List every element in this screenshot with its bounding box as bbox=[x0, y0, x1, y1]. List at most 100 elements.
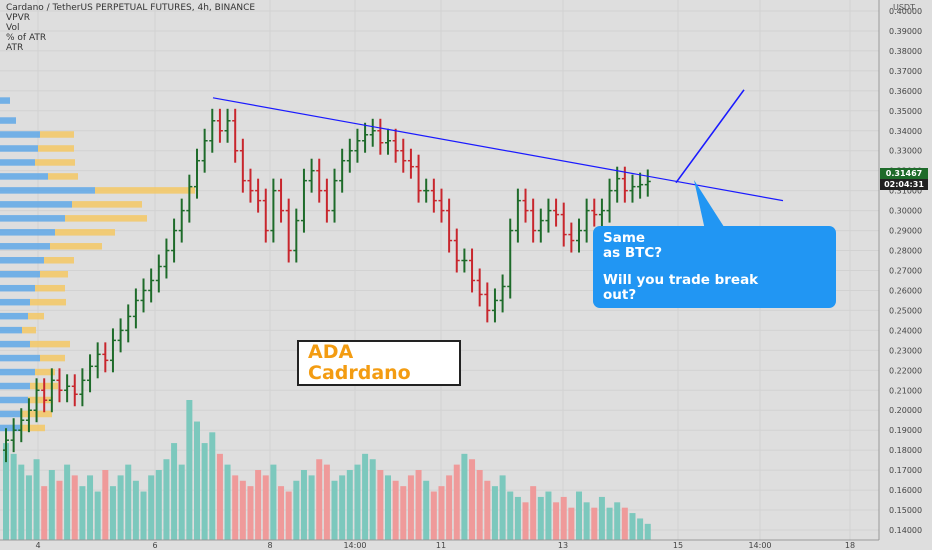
volume-bar bbox=[369, 459, 376, 540]
volume-profile-down bbox=[50, 243, 102, 250]
ohlc-bar bbox=[132, 288, 139, 329]
ohlc-bar bbox=[323, 178, 330, 223]
volume-profile-down bbox=[55, 229, 115, 236]
ohlc-bar bbox=[48, 368, 55, 413]
last-price-tag: 0.31467 bbox=[880, 168, 928, 179]
ohlc-bar bbox=[216, 108, 223, 143]
ohlc-bar bbox=[278, 178, 285, 223]
volume-profile-up bbox=[0, 284, 35, 292]
volume-bar bbox=[18, 464, 25, 540]
price-tick-label: 0.31000 bbox=[889, 187, 922, 196]
volume-profile-up bbox=[0, 410, 22, 418]
volume-bar bbox=[537, 496, 544, 540]
ohlc-bar bbox=[415, 154, 422, 203]
ohlc-bar bbox=[560, 202, 567, 247]
ohlc-bar bbox=[469, 248, 476, 293]
volume-profile-up bbox=[0, 257, 44, 264]
volume-bar bbox=[209, 432, 216, 540]
callout-line-3: Will you trade break bbox=[603, 272, 759, 288]
trendlines bbox=[212, 89, 784, 230]
volume-bar bbox=[453, 464, 460, 540]
volume-profile-up bbox=[0, 243, 50, 250]
volume-profile-down bbox=[28, 312, 44, 320]
price-tick-label: 0.16000 bbox=[889, 486, 922, 495]
ohlc-bar bbox=[476, 268, 483, 307]
indicator-pct-atr[interactable]: % of ATR bbox=[6, 33, 47, 43]
ohlc-bar bbox=[491, 288, 498, 323]
ohlc-bar bbox=[232, 108, 239, 163]
volume-bar bbox=[568, 507, 575, 540]
ohlc-bar bbox=[545, 198, 552, 233]
ohlc-bar bbox=[79, 368, 86, 407]
volume-bar bbox=[522, 502, 529, 540]
volume-profile-up bbox=[0, 173, 48, 180]
indicator-atr[interactable]: ATR bbox=[6, 43, 24, 53]
volume-bar bbox=[33, 459, 40, 540]
chart-header: Cardano / TetherUS PERPETUAL FUTURES, 4h… bbox=[6, 3, 255, 53]
ada-label-box: ADA Cadrdano bbox=[297, 340, 461, 386]
volume-profile-down bbox=[72, 201, 142, 208]
time-tick-label: 11 bbox=[436, 541, 446, 550]
time-tick-label: 8 bbox=[267, 541, 272, 550]
ohlc-bar bbox=[25, 398, 32, 433]
ohlc-bar bbox=[629, 174, 636, 203]
price-tick-label: 0.23000 bbox=[889, 346, 922, 355]
volume-bar bbox=[576, 491, 582, 540]
volume-bar bbox=[553, 502, 560, 540]
volume-bar bbox=[461, 453, 468, 540]
breakout-projection-line[interactable] bbox=[675, 89, 745, 184]
logo-line-2: Cadrdano bbox=[308, 362, 411, 384]
indicator-vol[interactable]: Vol bbox=[6, 23, 20, 33]
ohlc-bar bbox=[109, 328, 116, 373]
descending-trendline[interactable] bbox=[212, 97, 784, 202]
volume-bar bbox=[186, 400, 193, 540]
price-tick-label: 0.17000 bbox=[889, 466, 922, 475]
ohlc-bar bbox=[339, 148, 346, 193]
volume-bar bbox=[591, 507, 598, 540]
volume-bar bbox=[10, 453, 17, 540]
volume-bar bbox=[308, 475, 315, 540]
volume-bar bbox=[354, 464, 361, 540]
volume-profile-up bbox=[0, 117, 16, 124]
ohlc-bar bbox=[568, 222, 575, 253]
ohlc-bar bbox=[591, 198, 598, 227]
ohlc-bar bbox=[644, 169, 651, 197]
indicator-vpvr[interactable]: VPVR bbox=[6, 13, 30, 23]
volume-profile-down bbox=[44, 257, 74, 264]
volume-bar bbox=[239, 480, 246, 540]
volume-profile-up bbox=[0, 229, 55, 236]
ohlc-bar bbox=[33, 378, 40, 423]
time-tick-label: 18 bbox=[845, 541, 855, 550]
volume-bar bbox=[637, 518, 644, 540]
price-tick-label: 0.33000 bbox=[889, 147, 922, 156]
volume-bar bbox=[476, 470, 483, 540]
ohlc-bar bbox=[186, 174, 193, 223]
ohlc-bar bbox=[423, 178, 430, 203]
ohlc-bar bbox=[262, 188, 269, 243]
volume-bar bbox=[316, 459, 323, 540]
volume-bar bbox=[545, 491, 552, 540]
price-tick-label: 0.18000 bbox=[889, 446, 922, 455]
ohlc-bar bbox=[407, 148, 414, 179]
ohlc-bar bbox=[392, 128, 399, 163]
volume-bars bbox=[3, 400, 651, 540]
ohlc-bar bbox=[270, 178, 277, 243]
volume-bar bbox=[415, 470, 422, 540]
ohlc-bar bbox=[102, 342, 109, 373]
volume-bar bbox=[178, 464, 185, 540]
volume-bar bbox=[446, 475, 453, 540]
price-tick-label: 0.39000 bbox=[889, 27, 922, 36]
volume-bar bbox=[148, 475, 155, 540]
volume-bar bbox=[614, 502, 621, 540]
ohlc-bar bbox=[331, 168, 338, 223]
callout-line-1: Same bbox=[603, 230, 646, 246]
price-tick-label: 0.27000 bbox=[889, 266, 922, 275]
logo-line-1: ADA bbox=[308, 341, 354, 363]
volume-bar bbox=[25, 475, 32, 540]
volume-bar bbox=[87, 475, 94, 540]
volume-bar bbox=[438, 486, 445, 540]
price-unit: USDT bbox=[893, 3, 915, 12]
breakout-callout: Same as BTC? Will you trade break out? bbox=[593, 226, 836, 308]
volume-bar bbox=[484, 480, 491, 540]
